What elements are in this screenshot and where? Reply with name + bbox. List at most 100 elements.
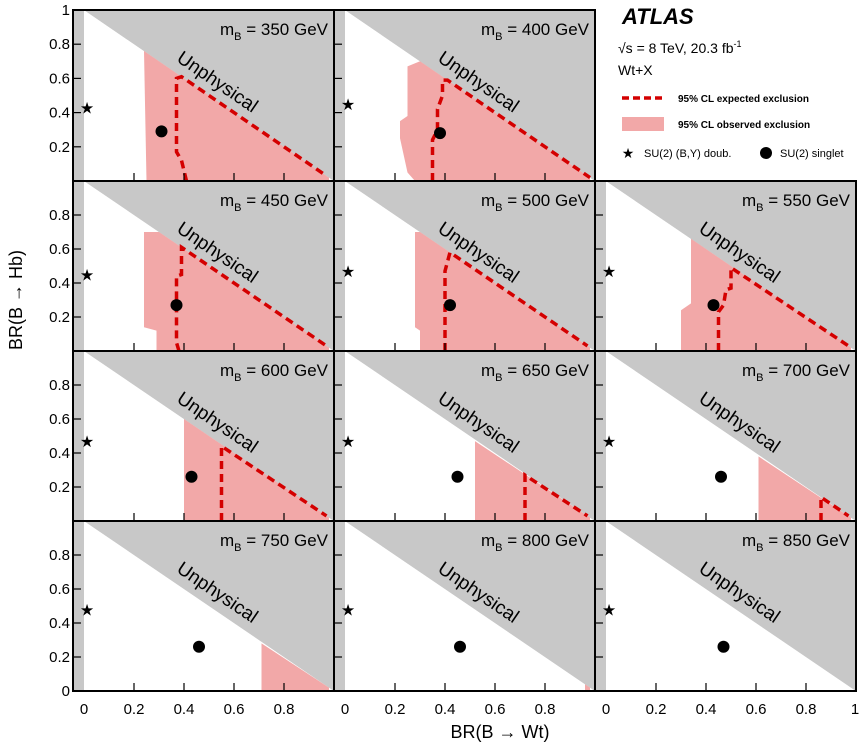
y-tick-label: 0.4 [49,275,70,292]
unphysical-region [606,521,856,691]
mass-label: mB = 650 GeV [481,361,590,384]
singlet-marker [444,299,456,312]
observed-exclusion-area [400,61,590,181]
singlet-marker [185,470,198,483]
panel-left-strip [334,181,345,351]
legend-expected-label: 95% CL expected exclusion [678,94,809,105]
x-tick-label: 0.2 [124,701,145,718]
mass-label: mB = 850 GeV [742,531,851,554]
x-tick-label: 0.8 [796,701,817,718]
y-tick-label: 0.2 [49,309,70,326]
doublet-marker: ★ [341,97,355,114]
singlet-marker [170,299,183,312]
doublet-marker: ★ [80,602,94,619]
observed-exclusion-area [261,643,329,691]
panel-left-strip [595,351,606,521]
y-tick-label: 0 [62,683,70,700]
legend-observed-label: 95% CL observed exclusion [678,120,810,131]
legend-observed-swatch [622,117,664,131]
expected-exclusion-line [523,471,589,521]
singlet-marker [717,640,730,653]
doublet-marker: ★ [602,434,616,451]
doublet-marker: ★ [341,434,355,451]
y-tick-label: 0.8 [49,547,70,564]
y-tick-label: 0.4 [49,445,70,462]
x-tick-label: 1 [851,701,859,718]
y-tick-label: 0.2 [49,649,70,666]
doublet-marker: ★ [80,100,94,117]
x-tick-label: 0.6 [485,701,506,718]
doublet-marker: ★ [80,434,94,451]
observed-exclusion-area [585,684,590,691]
panel-left-strip [73,181,84,351]
y-tick-label: 0.6 [49,411,70,428]
expected-exclusion-line [174,243,328,352]
y-tick-label: 0.2 [49,139,70,156]
observed-exclusion-area [144,232,329,351]
legend-singlet-marker [760,147,772,159]
x-tick-label: 0.4 [435,701,456,718]
y-tick-label: 0.4 [49,615,70,632]
singlet-marker [715,470,727,483]
singlet-marker [193,640,205,653]
expected-exclusion-line [219,442,328,521]
mass-label: mB = 400 GeV [481,20,590,43]
singlet-marker [155,125,168,138]
observed-exclusion-area [415,232,590,351]
atlas-label: ATLAS [621,4,694,29]
x-tick-label: 0.6 [746,701,767,718]
panel-left-strip [73,521,84,691]
x-tick-label: 0.2 [385,701,406,718]
expected-exclusion-line [819,493,850,521]
unphysical-region [84,181,334,351]
doublet-marker: ★ [80,268,94,285]
panel-frame [594,520,857,692]
y-axis-title: BR(B → Hb) [6,250,26,350]
doublet-marker: ★ [341,602,355,619]
doublet-marker: ★ [602,264,616,281]
x-tick-label: 0.8 [535,701,556,718]
legend-block: ATLAS √s = 8 TeV, 20.3 fb-1 Wt+X 95% CL exp… [618,4,844,161]
singlet-marker [454,640,466,653]
panel-left-strip [73,10,84,181]
legend-singlet-label: SU(2) singlet [780,148,844,160]
unphysical-region [345,521,595,691]
mass-label: mB = 350 GeV [220,20,329,43]
panel-left-strip [334,521,345,691]
x-tick-label: 0 [80,701,88,718]
mass-label: mB = 500 GeV [481,191,590,214]
x-tick-label: 0.4 [696,701,717,718]
x-tick-label: 0.8 [274,701,295,718]
mass-label: mB = 550 GeV [742,191,851,214]
legend-doublet-marker: ★ [622,145,635,161]
x-tick-label: 0 [341,701,349,718]
mass-label: mB = 450 GeV [220,191,329,214]
unphysical-region [606,351,856,521]
x-axis-title: BR(B → Wt) [451,722,550,742]
y-tick-label: 0.6 [49,581,70,598]
y-tick-label: 0.6 [49,70,70,87]
y-tick-label: 0.8 [49,377,70,394]
expected-exclusion-line [174,74,328,182]
doublet-marker: ★ [341,264,355,281]
expected-exclusion-line [430,78,591,181]
panel-left-strip [73,351,84,521]
unphysical-region [84,521,334,691]
y-tick-label: 0.8 [49,207,70,224]
x-tick-label: 0.2 [646,701,667,718]
channel-label: Wt+X [618,62,653,78]
legend-doublet-label: SU(2) (B,Y) doub. [644,148,731,160]
mass-label: mB = 750 GeV [220,531,329,554]
doublet-marker: ★ [602,602,616,619]
singlet-marker [434,127,446,140]
x-tick-label: 0.6 [224,701,245,718]
